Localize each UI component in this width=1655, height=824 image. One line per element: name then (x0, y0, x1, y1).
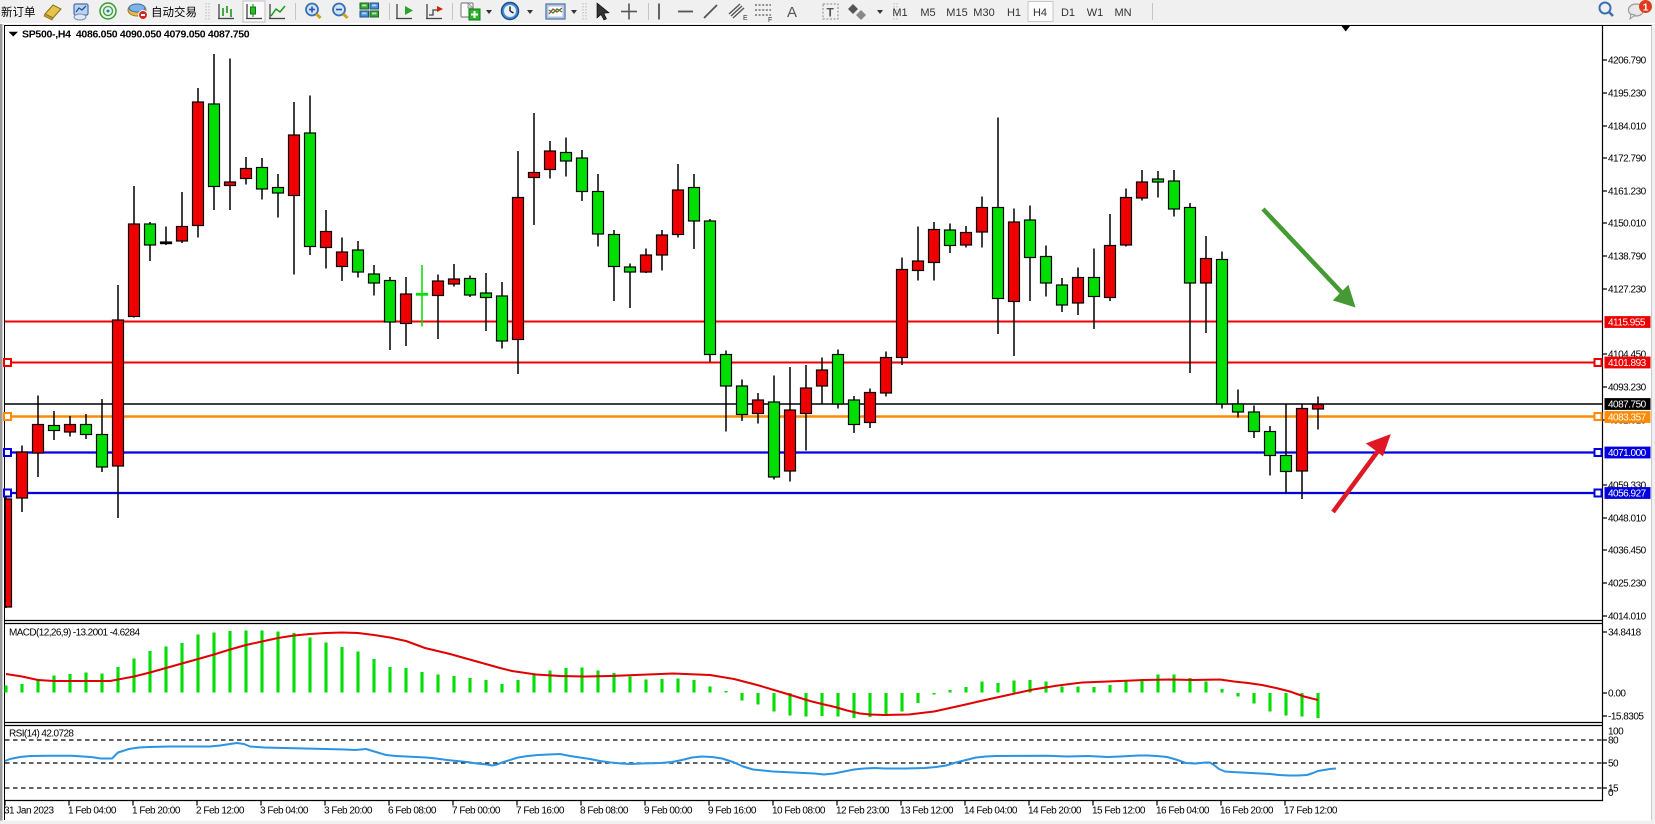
svg-text:4101.893: 4101.893 (1608, 358, 1647, 369)
svg-text:4014.010: 4014.010 (1608, 612, 1647, 623)
svg-text:16 Feb 20:00: 16 Feb 20:00 (1220, 806, 1274, 817)
svg-text:E: E (743, 15, 748, 22)
svg-text:自动交易: 自动交易 (151, 5, 197, 19)
svg-text:4161.230: 4161.230 (1608, 187, 1647, 198)
svg-text:A: A (787, 4, 797, 21)
svg-text:4184.010: 4184.010 (1608, 122, 1647, 133)
svg-text:新订单: 新订单 (1, 5, 36, 19)
svg-text:9 Feb 16:00: 9 Feb 16:00 (708, 806, 757, 817)
svg-text:T: T (827, 6, 835, 20)
svg-text:M1: M1 (892, 7, 907, 19)
svg-text:4115.955: 4115.955 (1608, 318, 1646, 329)
svg-text:SP500-,H4 4086.050 4090.050 4: SP500-,H4 4086.050 4090.050 4079.050 408… (22, 29, 250, 41)
svg-text:14 Feb 20:00: 14 Feb 20:00 (1028, 806, 1082, 817)
svg-text:F: F (768, 17, 772, 24)
svg-text:31 Jan 2023: 31 Jan 2023 (4, 806, 54, 817)
svg-text:12 Feb 23:00: 12 Feb 23:00 (836, 806, 890, 817)
svg-text:4025.230: 4025.230 (1608, 579, 1647, 590)
svg-text:6 Feb 08:00: 6 Feb 08:00 (388, 806, 437, 817)
svg-text:-15.8305: -15.8305 (1608, 712, 1644, 723)
svg-text:4172.790: 4172.790 (1608, 154, 1647, 165)
svg-text:4036.450: 4036.450 (1608, 546, 1647, 557)
svg-text:7 Feb 00:00: 7 Feb 00:00 (452, 806, 501, 817)
svg-text:D1: D1 (1061, 7, 1075, 19)
svg-text:4127.230: 4127.230 (1608, 285, 1647, 296)
svg-text:4195.230: 4195.230 (1608, 89, 1647, 100)
svg-text:4059.330: 4059.330 (1608, 481, 1647, 492)
svg-text:4093.230: 4093.230 (1608, 383, 1647, 394)
svg-text:50: 50 (1608, 759, 1619, 770)
svg-text:RSI(14) 42.0728: RSI(14) 42.0728 (9, 729, 74, 740)
svg-text:15 Feb 12:00: 15 Feb 12:00 (1092, 806, 1146, 817)
svg-text:8 Feb 08:00: 8 Feb 08:00 (580, 806, 629, 817)
svg-text:14 Feb 04:00: 14 Feb 04:00 (964, 806, 1018, 817)
svg-text:4150.010: 4150.010 (1608, 219, 1647, 230)
svg-text:7 Feb 16:00: 7 Feb 16:00 (516, 806, 565, 817)
svg-text:10 Feb 08:00: 10 Feb 08:00 (772, 806, 826, 817)
svg-text:3 Feb 04:00: 3 Feb 04:00 (260, 806, 309, 817)
svg-text:4087.750: 4087.750 (1608, 400, 1647, 411)
svg-text:MACD(12,26,9) -13.2001 -4.6284: MACD(12,26,9) -13.2001 -4.6284 (9, 628, 140, 639)
svg-text:1: 1 (1643, 2, 1649, 14)
svg-text:1 Feb 04:00: 1 Feb 04:00 (68, 806, 117, 817)
svg-text:2 Feb 12:00: 2 Feb 12:00 (196, 806, 245, 817)
svg-text:4048.010: 4048.010 (1608, 514, 1647, 525)
svg-text:M15: M15 (946, 7, 967, 19)
svg-text:16 Feb 04:00: 16 Feb 04:00 (1156, 806, 1210, 817)
svg-text:15: 15 (1608, 784, 1619, 795)
svg-text:W1: W1 (1087, 7, 1104, 19)
svg-text:80: 80 (1608, 736, 1619, 747)
svg-text:34.8418: 34.8418 (1608, 628, 1642, 639)
svg-text:H1: H1 (1007, 7, 1021, 19)
svg-text:H4: H4 (1033, 7, 1047, 19)
svg-text:3 Feb 20:00: 3 Feb 20:00 (324, 806, 373, 817)
svg-text:MN: MN (1114, 7, 1131, 19)
svg-text:4083.357: 4083.357 (1608, 413, 1647, 424)
svg-text:4071.000: 4071.000 (1608, 448, 1647, 459)
svg-text:4206.790: 4206.790 (1608, 56, 1647, 67)
svg-text:9 Feb 00:00: 9 Feb 00:00 (644, 806, 693, 817)
svg-text:0: 0 (1608, 788, 1614, 799)
svg-text:4104.450: 4104.450 (1608, 350, 1647, 361)
svg-text:0.00: 0.00 (1608, 689, 1626, 700)
svg-text:4138.790: 4138.790 (1608, 252, 1647, 263)
svg-text:17 Feb 12:00: 17 Feb 12:00 (1284, 806, 1338, 817)
svg-text:M30: M30 (973, 7, 994, 19)
svg-text:4056.927: 4056.927 (1608, 489, 1647, 500)
svg-text:13 Feb 12:00: 13 Feb 12:00 (900, 806, 954, 817)
svg-text:M5: M5 (920, 7, 935, 19)
svg-text:100: 100 (1608, 727, 1624, 738)
svg-text:1 Feb 20:00: 1 Feb 20:00 (132, 806, 181, 817)
